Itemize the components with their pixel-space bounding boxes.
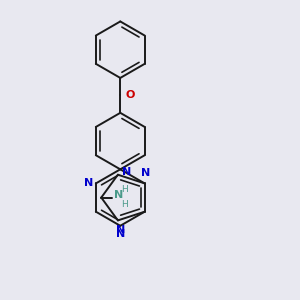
Text: O: O (125, 90, 135, 100)
Text: N: N (141, 168, 150, 178)
Text: H: H (121, 185, 128, 194)
Text: N: N (116, 229, 125, 239)
Text: N: N (122, 167, 132, 177)
Text: H: H (121, 200, 128, 209)
Text: N: N (114, 190, 123, 200)
Text: N: N (116, 225, 125, 235)
Text: N: N (84, 178, 93, 188)
